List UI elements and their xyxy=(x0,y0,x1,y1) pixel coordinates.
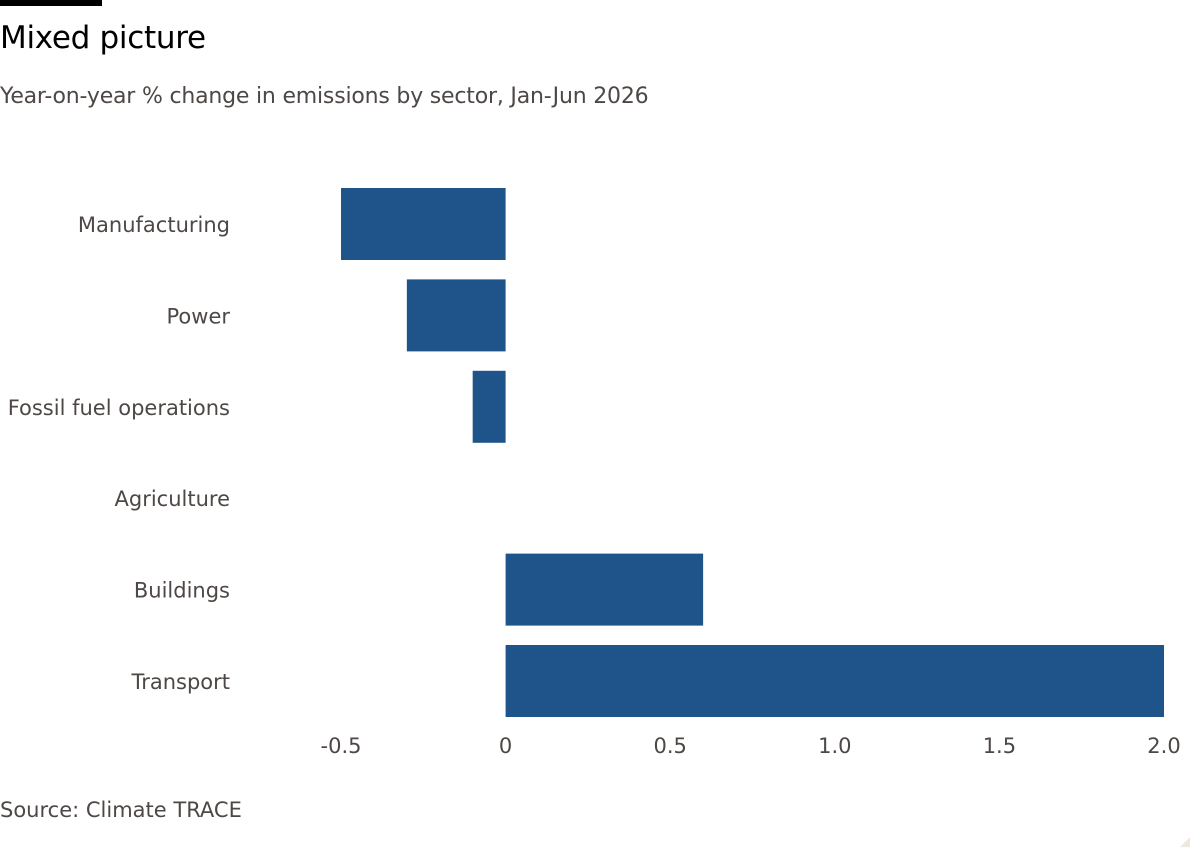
category-label-fossil-fuel-operations: Fossil fuel operations xyxy=(8,396,230,420)
x-tick-label: 0 xyxy=(499,734,512,758)
chart-subtitle: Year-on-year % change in emissions by se… xyxy=(0,84,649,109)
x-tick-label: 2.0 xyxy=(1147,734,1180,758)
bar-chart: Manufacturing Power Fossil fuel operations… xyxy=(8,188,1181,758)
category-label-buildings: Buildings xyxy=(134,579,230,603)
corner-mark xyxy=(1180,837,1190,847)
bar-fossil-fuel-operations xyxy=(472,370,506,443)
bar-buildings xyxy=(505,553,704,626)
category-label-transport: Transport xyxy=(130,670,230,694)
x-tick-labels: -0.5 0 0.5 1.0 1.5 2.0 xyxy=(321,734,1181,758)
bars-group xyxy=(341,188,1165,717)
x-tick-label: 0.5 xyxy=(653,734,686,758)
x-tick-label: 1.5 xyxy=(983,734,1016,758)
category-labels: Manufacturing Power Fossil fuel operations… xyxy=(8,213,231,694)
category-label-power: Power xyxy=(167,304,231,328)
category-label-manufacturing: Manufacturing xyxy=(78,213,230,237)
x-tick-label: -0.5 xyxy=(321,734,362,758)
bar-power xyxy=(406,279,506,352)
chart-title: Mixed picture xyxy=(0,20,206,56)
bar-transport xyxy=(505,645,1165,717)
top-rule xyxy=(0,0,102,6)
category-label-agriculture: Agriculture xyxy=(115,487,231,511)
x-tick-label: 1.0 xyxy=(818,734,851,758)
bar-manufacturing xyxy=(341,188,506,260)
source-note: Source: Climate TRACE xyxy=(0,798,242,822)
